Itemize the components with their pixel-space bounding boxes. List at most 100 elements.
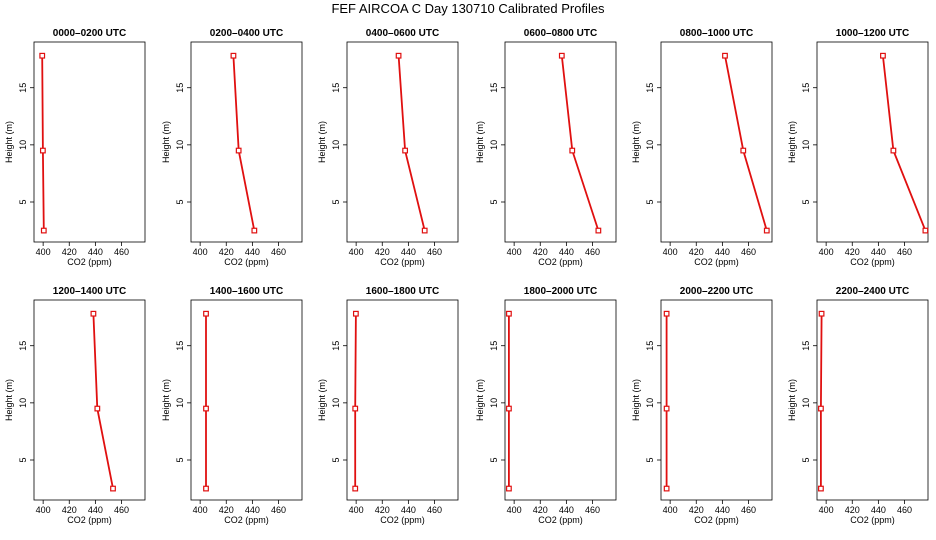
x-tick-label: 440 [559,505,574,515]
profile-line [724,55,768,231]
y-axis-label: Height (m) [475,379,485,421]
data-point [203,485,209,492]
y-tick-label: 5 [645,457,655,462]
panel-9: 1800–2000 UTC 400 420 440 460 5 10 15 CO2 (ppm) H… [475,286,617,525]
plot-frame [346,41,459,243]
data-point [595,227,602,234]
data-point [740,147,747,154]
profile-line [560,55,600,231]
data-point [506,310,512,317]
plot-frame [190,41,303,243]
profile-line [92,313,114,489]
panel-11: 2200–2400 UTC 400 420 440 460 5 10 15 CO2 (ppm) H… [787,286,929,525]
data-point [818,405,824,412]
profile-line [397,55,426,231]
y-tick-label: 5 [331,199,341,204]
data-point [230,52,237,59]
x-tick-label: 440 [88,505,103,515]
y-tick-label: 10 [18,140,28,150]
x-tick-label: 420 [533,505,548,515]
x-axis-label: CO2 (ppm) [67,515,112,525]
plot-frame [190,299,303,501]
panel-8: 1600–1800 UTC 400 420 440 460 5 10 15 CO2 (ppm) H… [317,286,459,525]
data-point [39,147,46,154]
x-tick-label: 460 [585,247,600,257]
x-axis-label: CO2 (ppm) [694,515,739,525]
x-axis-label: CO2 (ppm) [380,515,425,525]
x-axis-label: CO2 (ppm) [224,257,269,267]
profile-line [354,313,357,489]
panel-title: 0200–0400 UTC [210,28,283,39]
x-tick-label: 420 [375,505,390,515]
data-point [352,485,359,492]
y-tick-label: 10 [801,140,811,150]
panel-title: 0800–1000 UTC [680,28,753,39]
y-tick-label: 5 [331,457,341,462]
x-tick-label: 440 [559,247,574,257]
x-tick-label: 460 [897,505,912,515]
x-axis-label: CO2 (ppm) [67,257,112,267]
x-tick-label: 460 [427,505,442,515]
data-point [39,52,46,59]
data-point [818,485,824,492]
panel-title: 0600–0800 UTC [524,28,597,39]
y-tick-label: 5 [801,199,811,204]
y-axis-label: Height (m) [317,379,327,421]
x-tick-label: 460 [585,505,600,515]
data-point [40,227,47,234]
y-tick-label: 15 [18,341,28,351]
plot-frame [33,41,146,243]
x-tick-label: 420 [375,247,390,257]
y-axis-label: Height (m) [161,121,171,163]
panel-1: 0200–0400 UTC 400 420 440 460 5 10 15 CO2 (ppm) H… [161,28,303,267]
y-tick-label: 5 [801,457,811,462]
y-tick-label: 15 [175,83,185,93]
data-point [506,405,512,412]
y-tick-label: 15 [331,341,341,351]
y-tick-label: 15 [801,341,811,351]
y-tick-label: 10 [645,140,655,150]
x-tick-label: 400 [507,247,522,257]
data-point [558,52,565,59]
data-point [506,485,512,492]
panel-10: 2000–2200 UTC 400 420 440 460 5 10 15 CO2 (ppm) H… [631,286,773,525]
x-tick-label: 400 [349,505,364,515]
data-point [94,405,101,412]
x-tick-label: 420 [845,505,860,515]
y-axis-label: Height (m) [4,121,14,163]
y-tick-label: 10 [175,140,185,150]
y-tick-label: 5 [645,199,655,204]
plot-frame [816,299,929,501]
panel-5: 1000–1200 UTC 400 420 440 460 5 10 15 CO2 (ppm) H… [787,28,929,267]
plot-frame [816,41,929,243]
profile-line [232,55,256,231]
panel-title: 1600–1800 UTC [366,286,439,297]
profile-line [820,313,823,489]
data-point [922,227,929,234]
profile-line [882,55,927,231]
panel-0: 0000–0200 UTC 400 420 440 460 5 10 15 CO2 (ppm) H… [4,28,146,267]
data-point [251,227,258,234]
panel-title: 2200–2400 UTC [836,286,909,297]
y-tick-label: 15 [489,341,499,351]
y-tick-label: 5 [175,457,185,462]
data-point [663,405,670,412]
x-tick-label: 440 [245,505,260,515]
data-point [663,485,670,492]
data-point [402,147,409,154]
x-tick-label: 400 [507,505,522,515]
y-axis-label: Height (m) [631,121,641,163]
data-point [110,485,116,492]
panel-2: 0400–0600 UTC 400 420 440 460 5 10 15 CO2 (ppm) H… [317,28,459,267]
y-tick-label: 15 [645,83,655,93]
y-tick-label: 15 [175,341,185,351]
x-axis-label: CO2 (ppm) [224,515,269,525]
x-tick-label: 400 [663,505,678,515]
figure-title: FEF AIRCOA C Day 130710 Calibrated Profi… [331,1,605,16]
data-point [352,310,359,317]
x-tick-label: 440 [871,247,886,257]
x-tick-label: 400 [663,247,678,257]
panel-7: 1400–1600 UTC 400 420 440 460 5 10 15 CO2 (ppm) H… [161,286,303,525]
y-axis-label: Height (m) [475,121,485,163]
